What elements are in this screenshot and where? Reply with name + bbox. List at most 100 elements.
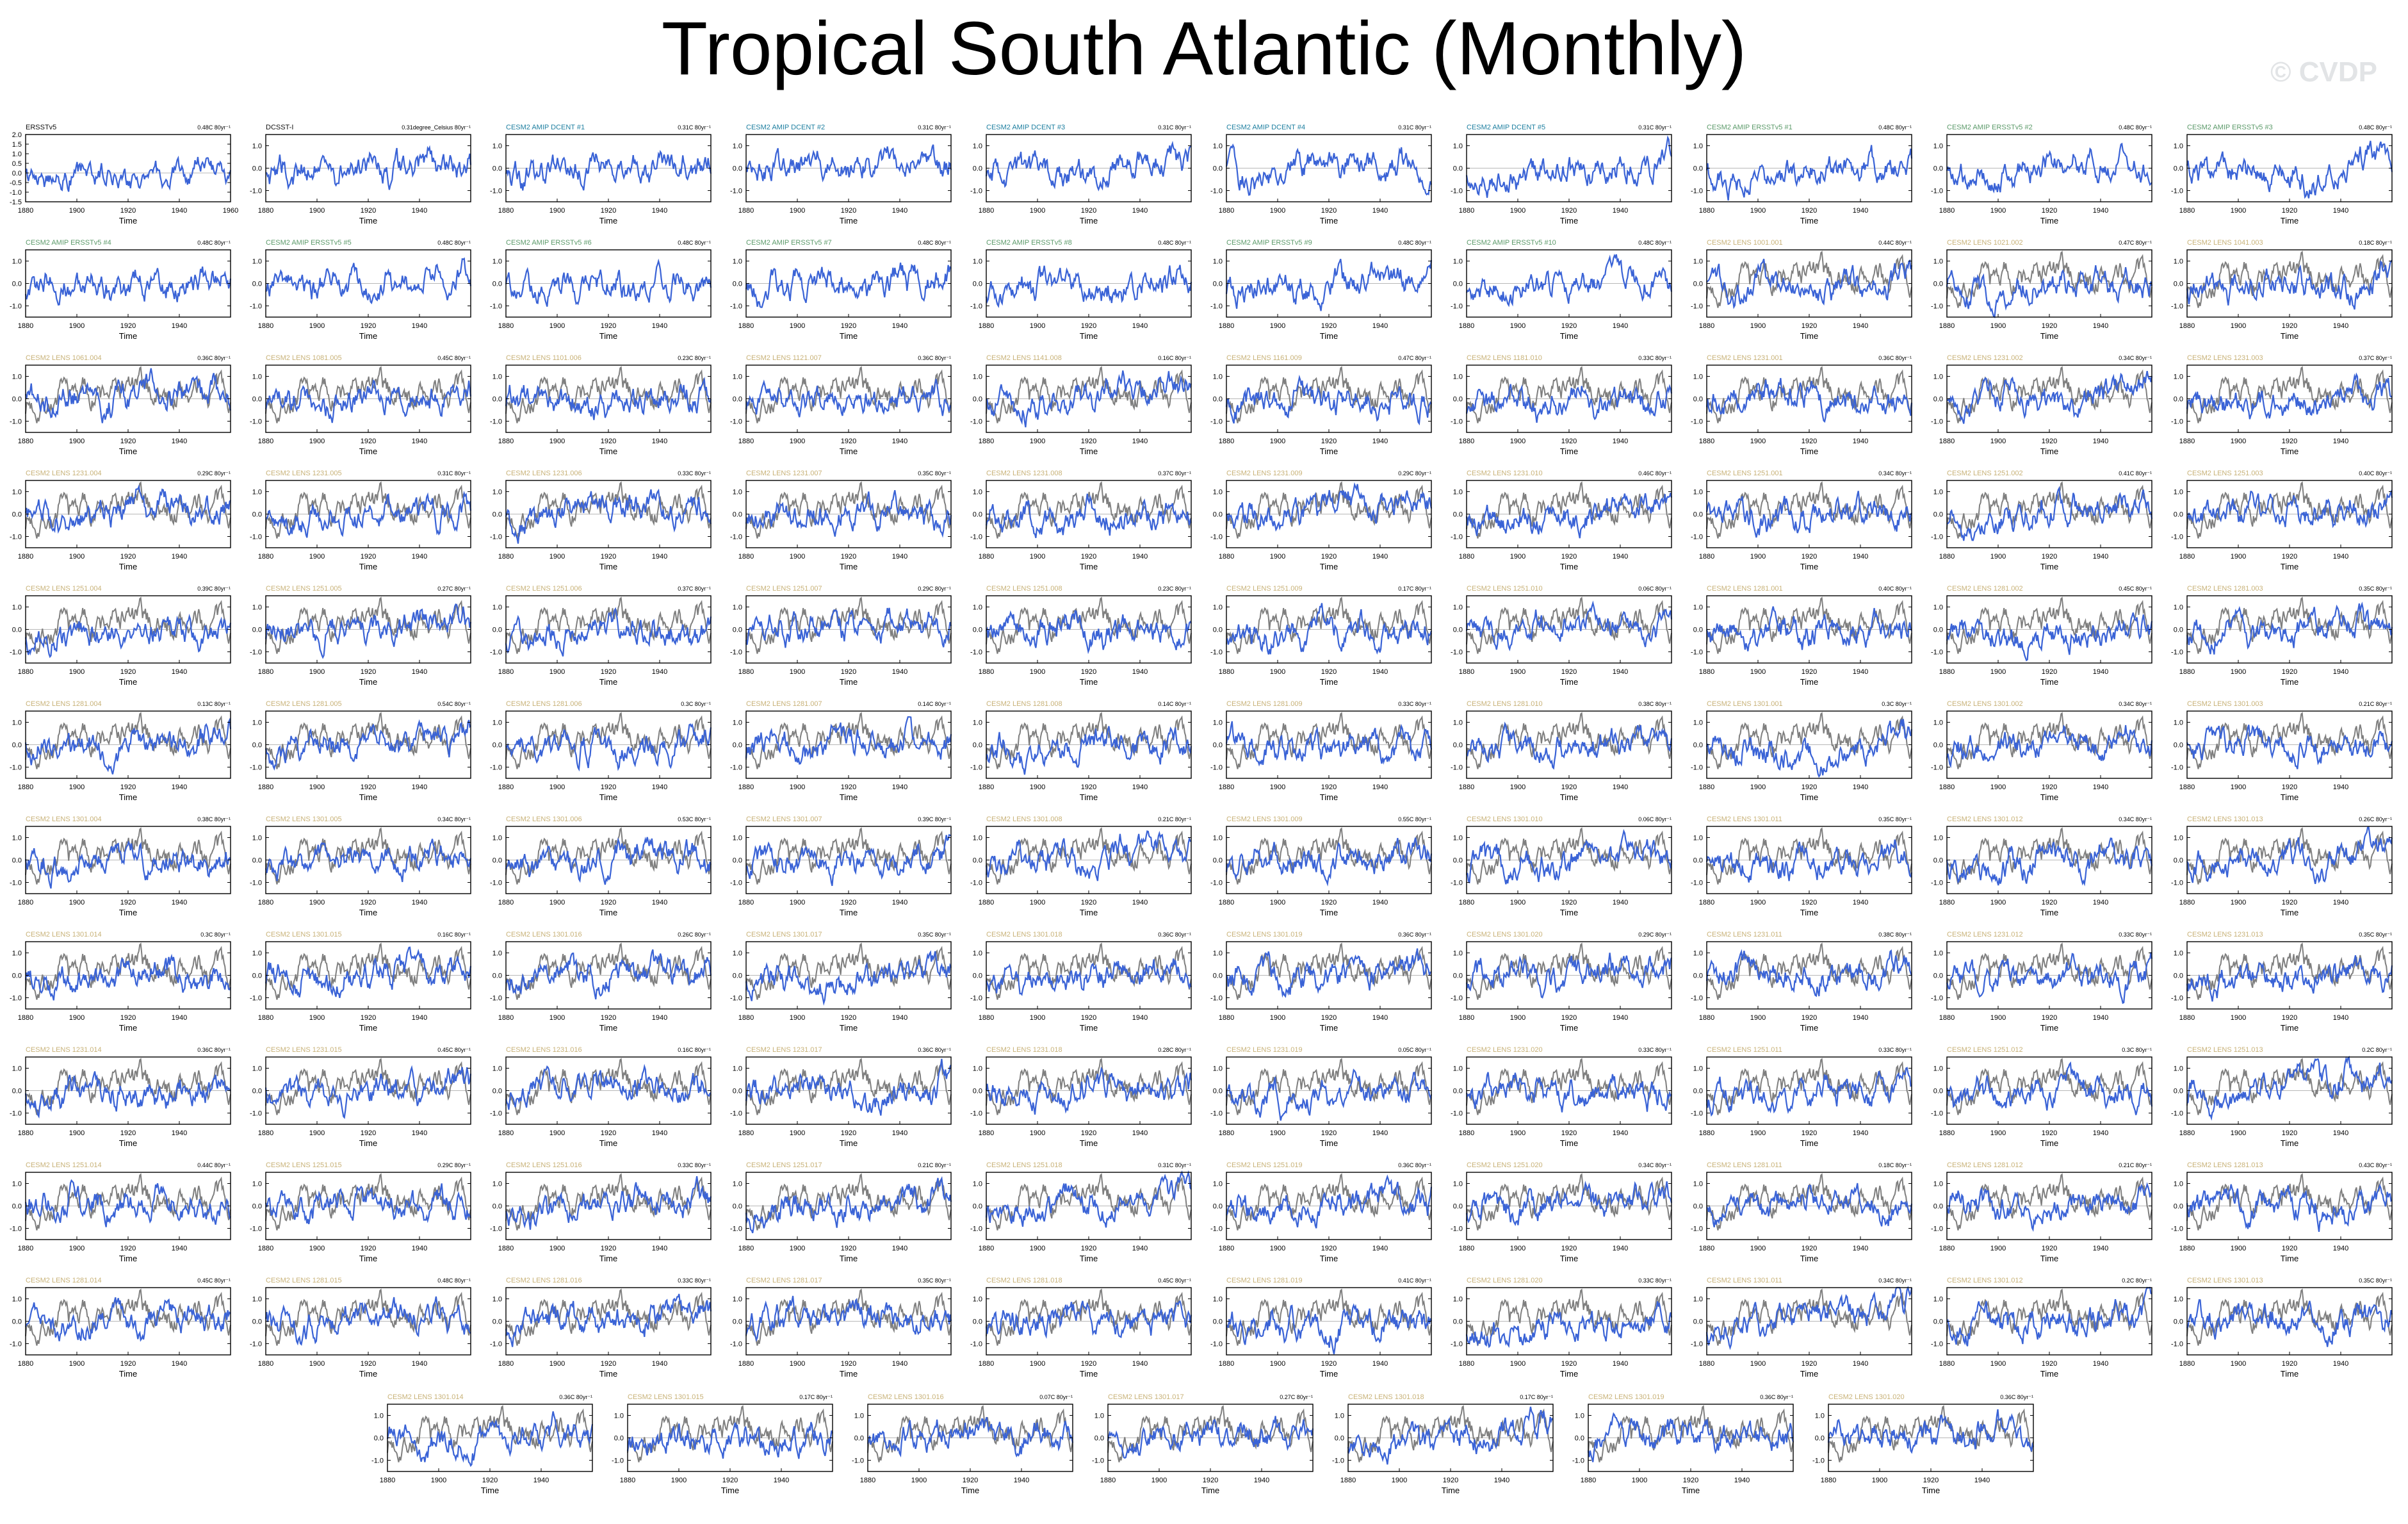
observed-series-line [627,1405,833,1463]
panel-label: CESM2 LENS 1301.020 [1467,931,1543,938]
x-tick-label: 1880 [258,783,273,791]
x-tick-label: 1920 [1802,1360,1817,1368]
x-tick-label: 1920 [601,899,616,906]
y-tick-label: 0.0 [2174,627,2183,634]
x-axis-title: Time [1080,1254,1098,1263]
x-axis-title: Time [359,216,377,225]
x-tick-label: 1880 [1699,1245,1714,1252]
panel-label: CESM2 LENS 1301.017 [746,931,822,938]
y-tick-label: 1.0 [1453,719,1463,727]
x-tick-label: 1880 [18,1014,33,1022]
observed-series-line [745,712,952,769]
y-tick-label: 1.0 [1213,258,1223,266]
x-tick-label: 1900 [1990,322,2006,330]
y-tick-label: 0.0 [1693,972,1703,980]
panel-label: CESM2 LENS 1181.010 [1467,354,1542,362]
x-tick-label: 1880 [2179,1360,2195,1368]
y-tick-label: 1.0 [1213,835,1223,842]
chart-panel: 1.0 0.0 -1.0 1880 1900 1920 1940 Time CESM2 LENS… [1691,1046,1912,1148]
x-tick-label: 1900 [1990,1014,2006,1022]
x-tick-label: 1920 [1321,1360,1337,1368]
y-tick-label: -1.0 [250,1110,262,1118]
y-tick-label: 1.0 [1453,950,1463,958]
y-tick-label: 1.0 [973,604,982,612]
x-axis-title: Time [1320,908,1338,917]
y-tick-label: 0.0 [12,972,22,980]
x-tick-label: 1900 [1990,899,2006,906]
chart-panel: 1.0 0.0 -1.0 1880 1900 1920 1940 Time CESM2 LENS… [10,1161,231,1263]
series-line [1107,1416,1314,1459]
x-axis-title: Time [2040,1138,2058,1148]
chart-panel: 1.0 0.0 -1.0 1880 1900 1920 1940 Time CESM2 LENS… [970,470,1192,571]
y-tick-label: 0.0 [492,511,502,519]
y-tick-label: 2.0 [12,131,22,139]
observed-series-line [505,1173,712,1231]
chart-panel: 1.0 0.0 -1.0 1880 1900 1920 1940 Time CESM2 AMIP… [1451,239,1673,341]
observed-series-line [745,366,952,423]
x-tick-label: 1920 [2282,1360,2297,1368]
trend-annotation: 0.13C 80yr⁻¹ [197,701,231,707]
x-tick-label: 1920 [482,1477,498,1484]
y-tick-label: -1.0 [1451,534,1463,541]
x-axis-title: Time [2281,1023,2298,1033]
x-tick-label: 1900 [1270,668,1285,676]
x-tick-label: 1900 [790,207,805,215]
x-tick-label: 1920 [1683,1477,1698,1484]
panel-label: CESM2 LENS 1281.012 [1947,1161,2023,1169]
series-line [2186,140,2393,199]
trend-annotation: 0.16C 80yr⁻¹ [437,931,471,938]
panel-label: CESM2 LENS 1281.011 [1707,1161,1782,1169]
trend-annotation: 0.41C 80yr⁻¹ [2119,470,2152,477]
y-tick-label: 1.0 [973,373,982,381]
y-tick-label: 1.0 [252,143,262,151]
x-tick-label: 1880 [1100,1477,1116,1484]
trend-annotation: 0.36C 80yr⁻¹ [1878,355,1912,361]
x-tick-label: 1920 [1802,207,1817,215]
y-tick-label: 1.0 [1453,1065,1463,1073]
x-axis-title: Time [599,216,617,225]
trend-annotation: 0.29C 80yr⁻¹ [197,470,231,477]
y-tick-label: 1.0 [1693,719,1703,727]
x-tick-label: 1880 [1699,899,1714,906]
x-tick-label: 1880 [1459,1014,1474,1022]
trend-annotation: 0.14C 80yr⁻¹ [1158,701,1191,707]
y-tick-label: -1.5 [10,199,22,206]
x-tick-label: 1880 [18,1360,33,1368]
x-axis-title: Time [1320,331,1338,341]
x-tick-label: 1900 [1750,899,1766,906]
x-axis-title: Time [2281,908,2298,917]
y-tick-label: -1.0 [490,995,502,1003]
x-tick-label: 1920 [361,207,376,215]
x-axis-title: Time [1800,562,1818,571]
y-tick-label: -1.0 [10,534,22,541]
chart-panel: 1.0 0.0 -1.0 1880 1900 1920 1940 Time CESM2 LENS… [490,700,712,802]
x-tick-label: 1880 [18,1245,33,1252]
x-tick-label: 1880 [1219,668,1234,676]
y-tick-label: 0.0 [1815,1435,1825,1443]
series-line [24,368,232,423]
x-tick-label: 1900 [1750,553,1766,561]
y-tick-label: 1.0 [973,835,982,842]
y-tick-label: 0.0 [733,742,742,750]
y-tick-label: 1.0 [492,489,502,496]
y-tick-label: 1.0 [2174,1296,2183,1304]
x-tick-label: 1920 [1081,1245,1096,1252]
trend-annotation: 0.33C 80yr⁻¹ [1638,355,1672,361]
y-tick-label: 1.0 [1213,1065,1223,1073]
y-tick-label: 0.0 [1693,742,1703,750]
observed-series-line [1588,1405,1794,1463]
x-tick-label: 1940 [2333,1245,2348,1252]
y-tick-label: 1.0 [1213,143,1223,151]
panel-label: CESM2 AMIP ERSSTv5 #3 [2187,124,2273,131]
trend-annotation: 0.53C 80yr⁻¹ [678,816,711,823]
trend-annotation: 0.47C 80yr⁻¹ [2119,240,2152,246]
y-tick-label: 0.0 [374,1435,384,1443]
x-tick-label: 1920 [1561,668,1577,676]
series-line [2186,372,2393,420]
chart-panel: 1.0 0.0 -1.0 1880 1900 1920 1940 Time CESM2 LENS… [1332,1393,1554,1495]
y-tick-label: 0.0 [733,1318,742,1326]
y-tick-label: 1.0 [492,1181,502,1188]
y-tick-label: -1.0 [2171,995,2183,1003]
x-tick-label: 1880 [1939,1014,1955,1022]
y-tick-label: 1.0 [492,719,502,727]
